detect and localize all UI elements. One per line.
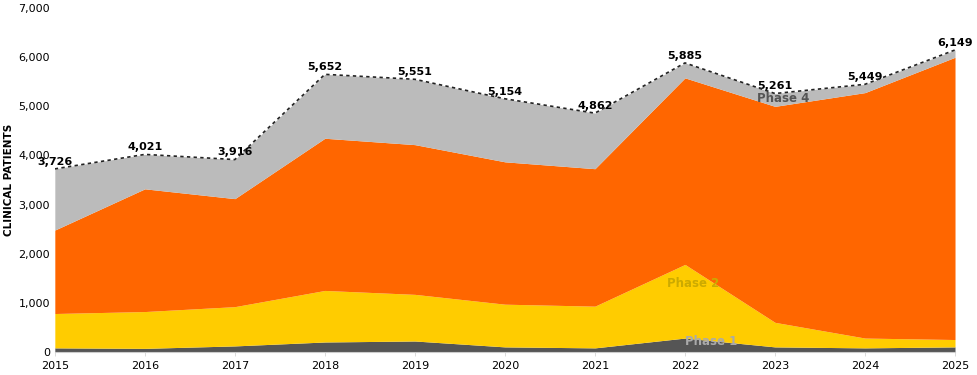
Text: Phase 2: Phase 2 [667,277,719,290]
Text: 3,726: 3,726 [37,157,72,166]
Text: 3,916: 3,916 [217,147,252,158]
Text: 4,021: 4,021 [127,142,162,152]
Text: Phase 4: Phase 4 [757,93,809,105]
Text: 5,261: 5,261 [757,81,792,92]
Text: 5,449: 5,449 [847,72,883,82]
Text: Phase 1: Phase 1 [685,335,738,348]
Text: 4,862: 4,862 [577,101,613,111]
Y-axis label: CLINICAL PATIENTS: CLINICAL PATIENTS [4,124,15,236]
Text: 5,652: 5,652 [308,62,343,72]
Text: 5,551: 5,551 [398,67,433,77]
Text: Phase 3: Phase 3 [434,183,486,196]
Text: 6,149: 6,149 [937,38,973,48]
Text: 5,885: 5,885 [667,51,702,61]
Text: 5,154: 5,154 [488,87,523,97]
